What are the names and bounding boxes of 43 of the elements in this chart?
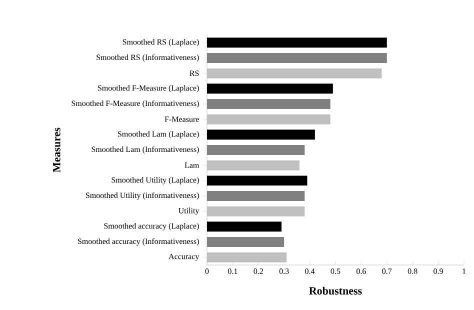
x-tick-label: 0 bbox=[205, 268, 209, 274]
x-tick-label: 0.7 bbox=[382, 268, 392, 274]
y-tick-label: Accuracy bbox=[168, 254, 200, 261]
y-axis-title: Measures bbox=[53, 128, 60, 172]
bar bbox=[207, 144, 305, 155]
y-tick-label: Lam bbox=[184, 162, 200, 168]
x-tick-label: 0.5 bbox=[330, 268, 340, 274]
y-tick-label: Smoothed Utility (Laplace) bbox=[112, 177, 199, 184]
y-tick-label: Utility bbox=[178, 208, 200, 215]
y-tick-label: Smoothed RS (Laplace) bbox=[122, 39, 199, 46]
x-tick-label: 0.4 bbox=[305, 268, 315, 274]
x-tick-label: 1 bbox=[462, 268, 466, 274]
x-tick-label: 0.3 bbox=[279, 268, 289, 274]
y-tick-label: Smoothed Utility (informativeness) bbox=[86, 192, 199, 200]
y-tick-label: F-Measure bbox=[164, 116, 199, 122]
x-tick-label: 0.6 bbox=[356, 268, 366, 274]
bar bbox=[207, 206, 305, 216]
bar bbox=[207, 38, 387, 48]
y-tick-label: Smoothed F-Measure (Laplace) bbox=[98, 85, 199, 92]
bar bbox=[207, 98, 330, 109]
bar bbox=[207, 68, 382, 78]
bar bbox=[207, 252, 287, 262]
y-tick-label: Smoothed accuracy (Laplace) bbox=[104, 223, 199, 230]
y-tick-label: RS bbox=[190, 70, 199, 76]
bar bbox=[207, 160, 300, 170]
x-tick-label: 0.1 bbox=[228, 268, 238, 274]
x-tick-label: 0.2 bbox=[254, 268, 263, 274]
y-tick-label: Smoothed F-Measure (Informativeness) bbox=[72, 100, 199, 108]
x-axis-title: Robustness bbox=[309, 286, 362, 295]
bar bbox=[207, 190, 305, 201]
x-tick-label: 0.9 bbox=[434, 268, 443, 274]
bar bbox=[207, 222, 282, 232]
x-tick-label: 0.8 bbox=[408, 268, 418, 274]
bar bbox=[207, 176, 308, 186]
y-tick-label: Smoothed Lam (Laplace) bbox=[118, 131, 199, 138]
bar bbox=[207, 84, 333, 94]
bar bbox=[207, 236, 284, 247]
y-tick-label: Smoothed accuracy (Informativeness) bbox=[78, 238, 199, 246]
y-tick-label: Smoothed Lam (Informativeness) bbox=[92, 146, 199, 154]
bar bbox=[207, 130, 315, 140]
bar bbox=[207, 114, 330, 124]
bar bbox=[207, 52, 387, 63]
y-tick-label: Smoothed RS (Informativeness) bbox=[96, 54, 199, 62]
